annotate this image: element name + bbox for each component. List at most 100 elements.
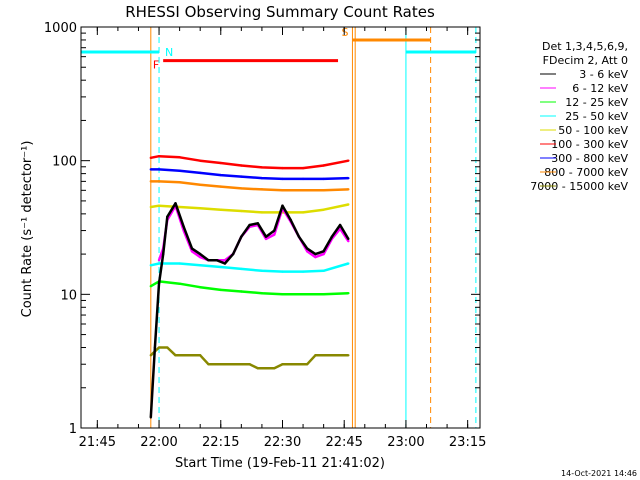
data-point-0-6	[182, 225, 185, 229]
data-point-7-6	[260, 188, 264, 191]
data-point-8-8	[215, 363, 218, 366]
data-point-2-5	[240, 290, 243, 293]
data-point-4-2	[178, 205, 181, 209]
data-point-6-9	[322, 177, 325, 181]
data-point-8-12	[248, 363, 251, 366]
data-point-0-10	[215, 259, 218, 262]
data-point-1-24	[347, 239, 350, 243]
data-point-0-15	[256, 222, 259, 225]
data-point-6-8	[301, 177, 305, 181]
data-point-8-6	[198, 354, 202, 357]
data-point-4-5	[240, 209, 243, 213]
data-point-2-0	[149, 285, 153, 288]
data-point-3-4	[219, 265, 222, 269]
data-point-1-0	[157, 259, 161, 262]
data-point-4-3	[198, 207, 202, 210]
data-point-4-1	[157, 204, 161, 207]
data-point-7-7	[281, 189, 284, 192]
data-point-0-2	[157, 282, 161, 285]
data-point-6-10	[347, 176, 350, 180]
y-tick-label-3: 1000	[44, 21, 77, 36]
data-point-0-1	[153, 346, 157, 349]
legend-entry-5: 100 - 300 keV	[551, 138, 628, 151]
data-point-0-14	[248, 223, 251, 227]
data-point-8-10	[231, 363, 235, 366]
data-point-6-7	[281, 177, 284, 181]
data-point-4-0	[149, 205, 153, 209]
data-point-1-9	[223, 259, 227, 262]
data-point-2-10	[347, 291, 350, 295]
data-point-8-22	[330, 354, 334, 357]
data-point-0-19	[289, 218, 292, 222]
data-point-7-9	[322, 189, 325, 192]
data-point-6-5	[240, 175, 243, 178]
data-point-0-11	[223, 262, 227, 265]
data-point-0-8	[198, 252, 202, 256]
data-point-8-1	[157, 346, 161, 349]
data-point-0-5	[174, 202, 177, 205]
timestamp-label: 14-Oct-2021 14:46	[561, 469, 637, 478]
data-point-1-5	[190, 250, 194, 253]
x-axis-label: Start Time (19-Feb-11 21:41:02)	[175, 456, 385, 471]
data-point-0-21	[305, 247, 309, 250]
data-point-3-1	[157, 262, 161, 265]
axes: 1 10 100 1000 21:45 22:00 22:15 22:30 22:45 23:00…	[44, 21, 486, 450]
data-point-4-6	[260, 211, 264, 214]
data-point-8-9	[223, 363, 227, 366]
data-point-3-10	[347, 262, 350, 265]
data-point-1-19	[305, 250, 309, 253]
legend-entry-8: 7000 - 15000 keV	[530, 180, 628, 193]
legend-entry-7: 800 - 7000 keV	[544, 166, 628, 179]
data-point-3-5	[240, 267, 243, 271]
data-point-0-24	[330, 235, 334, 238]
data-point-3-0	[149, 264, 153, 267]
data-point-8-3	[174, 354, 177, 357]
x-tick-label-5: 23:00	[387, 435, 424, 450]
data-point-0-17	[273, 229, 276, 232]
data-point-8-7	[207, 363, 210, 366]
data-point-7-10	[347, 188, 350, 191]
data-point-0-23	[322, 250, 325, 253]
data-point-0-26	[347, 237, 350, 241]
flag-label-n: N	[165, 46, 173, 59]
data-point-7-1	[157, 180, 161, 183]
data-point-0-16	[264, 235, 268, 238]
data-point-0-0	[149, 416, 153, 419]
flag-label-f: F	[153, 59, 159, 72]
legend-header-1: FDecim 2, Att 0	[543, 54, 628, 67]
data-point-5-9	[322, 164, 325, 167]
data-point-0-20	[297, 235, 301, 238]
data-point-8-14	[264, 367, 268, 370]
data-point-5-2	[178, 156, 181, 159]
data-point-0-7	[190, 247, 194, 250]
data-point-5-0	[149, 156, 153, 160]
data-point-0-12	[231, 252, 235, 256]
data-point-0-4	[166, 215, 169, 219]
plot-area: NF S	[80, 26, 477, 428]
data-point-0-18	[281, 204, 284, 207]
data-point-3-9	[322, 269, 325, 272]
data-point-6-2	[178, 169, 181, 172]
data-point-8-4	[182, 354, 185, 357]
data-point-8-13	[256, 367, 259, 370]
data-point-2-7	[281, 293, 284, 296]
y-tick-label-1: 10	[60, 288, 77, 303]
data-point-6-4	[219, 173, 222, 177]
data-point-3-7	[281, 270, 284, 273]
data-point-8-5	[190, 354, 194, 357]
data-point-7-0	[149, 180, 153, 183]
data-point-4-10	[347, 203, 350, 206]
y-axis-label: Count Rate (s⁻¹ detector⁻¹)	[20, 141, 35, 318]
legend-entry-4: 50 - 100 keV	[558, 124, 628, 137]
data-point-3-8	[301, 270, 305, 273]
data-point-1-14	[264, 237, 268, 241]
data-point-8-0	[149, 354, 153, 357]
data-point-5-8	[301, 166, 305, 170]
legend-entry-1: 6 - 12 keV	[572, 82, 628, 95]
data-point-8-24	[347, 354, 350, 357]
legend-entry-3: 25 - 50 keV	[565, 110, 628, 123]
data-point-5-1	[157, 154, 161, 158]
data-point-8-11	[240, 363, 243, 366]
